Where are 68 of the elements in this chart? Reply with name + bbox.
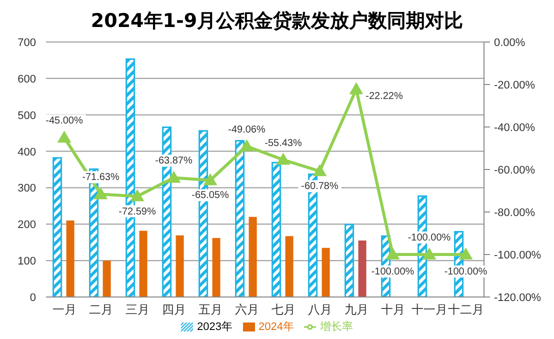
data-label: -71.63%: [82, 172, 120, 184]
bar: [248, 216, 257, 297]
x-tick-label: 一月: [52, 302, 76, 317]
point: [422, 248, 436, 260]
y2-tick-label: -100.00%: [494, 250, 542, 262]
data-label: -72.59%: [118, 206, 156, 218]
point: [130, 189, 144, 202]
x-tick-label: 四月: [162, 302, 186, 317]
y2-tick-label: -120.00%: [494, 292, 542, 304]
bar: [52, 157, 62, 297]
bar: [235, 140, 245, 297]
y-tick-label: 100: [18, 256, 36, 268]
y-tick-label: 300: [18, 182, 36, 195]
y2-tick-label: -80.00%: [494, 207, 536, 219]
y-tick-label: 0: [30, 292, 36, 304]
legend-label: 2023年: [197, 321, 232, 333]
y-tick-label: 600: [18, 73, 36, 86]
data-label: -65.05%: [192, 190, 229, 202]
data-label: -100.00%: [408, 232, 451, 244]
x-tick-label: 三月: [125, 302, 150, 317]
bar: [139, 230, 148, 297]
bar: [176, 235, 184, 297]
data-label: -100.00%: [371, 266, 414, 278]
point: [349, 82, 364, 94]
point: [57, 130, 72, 143]
x-tick-label: 五月: [198, 302, 222, 317]
y-tick-label: 200: [18, 219, 36, 232]
bar: [322, 248, 330, 297]
y2-tick-label: 0.00%: [494, 37, 526, 49]
data-label: -55.43%: [264, 138, 302, 149]
point: [203, 173, 218, 186]
x-tick-label: 七月: [271, 302, 296, 317]
x-tick-label: 八月: [308, 302, 332, 317]
data-label: -22.22%: [366, 91, 403, 102]
x-tick-label: 六月: [234, 302, 259, 317]
y2-tick-label: -40.00%: [494, 122, 536, 134]
bar: [285, 236, 294, 297]
point: [166, 170, 181, 183]
x-tick-label: 十月: [380, 302, 405, 317]
y2-tick-label: -60.00%: [494, 164, 536, 176]
point: [386, 248, 400, 260]
point: [276, 152, 290, 165]
bar: [212, 238, 220, 297]
point: [312, 164, 327, 176]
bar: [344, 224, 354, 297]
x-tick-label: 十一月: [411, 302, 448, 317]
bar: [272, 162, 282, 297]
point: [458, 248, 473, 260]
y-tick-label: 700: [18, 37, 36, 49]
y2-tick-label: -20.00%: [494, 80, 536, 92]
data-label: -100.00%: [444, 266, 488, 278]
data-label: -49.06%: [228, 124, 266, 136]
bar: [66, 220, 74, 297]
bar: [102, 260, 111, 297]
legend-label: 2024年: [258, 321, 294, 333]
data-label: -63.87%: [155, 156, 192, 167]
legend-label: 增长率: [320, 321, 353, 333]
bar: [358, 240, 366, 297]
y-tick-label: 400: [18, 146, 36, 158]
chart-title: 2024年1-9月公积金贷款发放户数同期对比: [90, 9, 464, 34]
point: [94, 187, 108, 200]
point: [240, 139, 254, 152]
x-tick-label: 九月: [344, 302, 368, 317]
y-tick-label: 500: [18, 110, 36, 122]
data-label: -45.00%: [46, 116, 83, 127]
x-tick-label: 二月: [88, 302, 113, 317]
x-tick-label: 十二月: [448, 302, 484, 317]
data-label: -60.78%: [301, 181, 338, 192]
